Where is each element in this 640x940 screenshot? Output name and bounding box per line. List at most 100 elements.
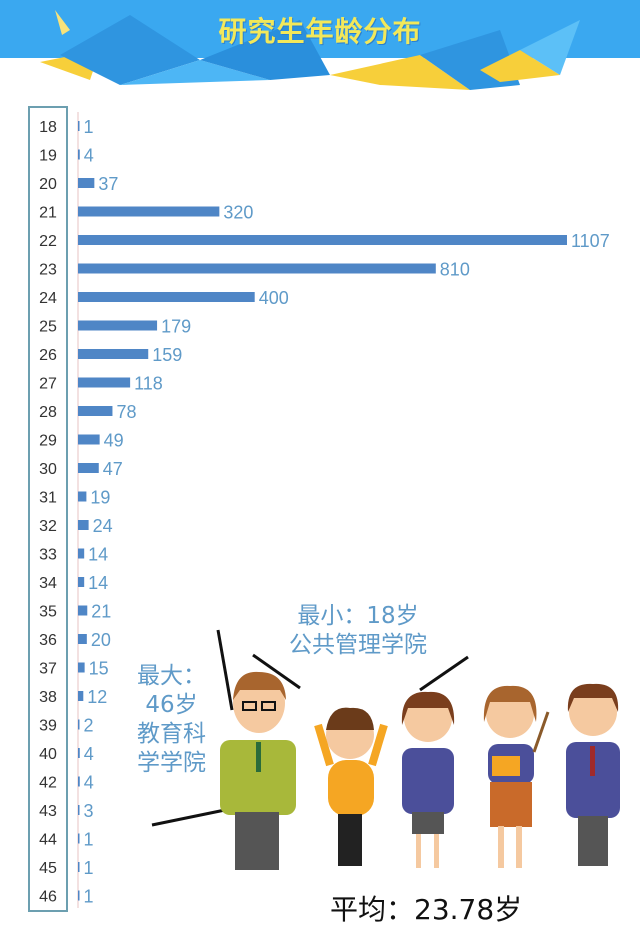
bar-age-46 — [78, 890, 80, 901]
bar-age-26 — [78, 349, 149, 359]
age-tick-label: 42 — [39, 775, 57, 792]
value-label: 21 — [91, 602, 111, 622]
age-tick-label: 27 — [39, 376, 57, 393]
age-tick-label: 23 — [39, 262, 57, 279]
value-label: 179 — [161, 317, 191, 337]
bar-age-23 — [78, 263, 436, 274]
value-label: 4 — [84, 146, 94, 166]
bar-age-30 — [78, 463, 99, 473]
age-tick-label: 35 — [39, 604, 57, 621]
bar-age-24 — [78, 292, 255, 302]
bar-age-25 — [78, 320, 158, 331]
page-title: 研究生年龄分布 — [218, 15, 422, 48]
age-tick-label: 26 — [39, 347, 57, 364]
value-label: 19 — [90, 488, 110, 508]
value-label: 12 — [87, 687, 107, 707]
value-label: 320 — [223, 203, 253, 223]
max-age: 46岁 — [145, 692, 198, 718]
banner-graphic — [0, 0, 640, 90]
age-tick-label: 40 — [39, 746, 57, 763]
bar-age-45 — [78, 862, 80, 872]
age-tick-label: 31 — [39, 490, 57, 507]
average-age: 平均：23.78岁 — [330, 893, 523, 926]
age-tick-label: 22 — [39, 233, 57, 250]
value-label: 400 — [259, 288, 289, 308]
age-tick-label: 38 — [39, 689, 57, 706]
value-label: 2 — [84, 716, 94, 736]
bar-age-33 — [78, 548, 85, 559]
age-tick-label: 29 — [39, 433, 57, 450]
value-label: 37 — [98, 174, 118, 194]
max-college-line2: 学学院 — [137, 750, 206, 776]
age-axis-box — [28, 106, 68, 912]
value-label: 3 — [84, 801, 94, 821]
bar-age-29 — [78, 434, 100, 445]
bar-age-42 — [78, 776, 80, 787]
age-tick-label: 32 — [39, 518, 57, 535]
value-label: 24 — [93, 516, 113, 536]
age-tick-label: 24 — [39, 290, 57, 307]
age-tick-label: 20 — [39, 176, 57, 193]
bar-age-27 — [78, 377, 131, 388]
value-label: 159 — [152, 345, 182, 365]
value-label: 15 — [89, 659, 109, 679]
age-tick-label: 28 — [39, 404, 57, 421]
min-label: 最小：18岁 — [297, 603, 419, 629]
value-label: 4 — [84, 744, 94, 764]
value-label: 20 — [91, 630, 111, 650]
max-age-annotation: 最大： 46岁 教育科 学学院 — [124, 662, 219, 778]
bar-age-35 — [78, 605, 88, 616]
value-label: 47 — [103, 459, 123, 479]
value-label: 1 — [84, 887, 94, 907]
age-tick-label: 33 — [39, 547, 57, 564]
bar-age-28 — [78, 406, 113, 416]
value-label: 1 — [84, 858, 94, 878]
max-college-line1: 教育科 — [137, 721, 206, 747]
age-tick-label: 45 — [39, 860, 57, 877]
bar-age-34 — [78, 577, 85, 587]
min-age-annotation: 最小：18岁 公共管理学院 — [268, 602, 448, 660]
value-label: 49 — [104, 431, 124, 451]
age-tick-label: 30 — [39, 461, 57, 478]
age-tick-label: 37 — [39, 661, 57, 678]
girl-student-figure — [401, 691, 455, 868]
value-label: 14 — [88, 573, 108, 593]
teacher-figure — [220, 671, 296, 870]
value-label: 14 — [88, 545, 108, 565]
value-label: 118 — [134, 374, 163, 394]
value-label: 810 — [440, 260, 470, 280]
bar-age-43 — [78, 805, 80, 815]
age-tick-label: 44 — [39, 832, 57, 849]
age-tick-label: 43 — [39, 803, 57, 820]
bar-age-31 — [78, 491, 87, 502]
value-label: 78 — [116, 402, 136, 422]
bar-age-39 — [78, 719, 80, 730]
bar-age-32 — [78, 520, 89, 530]
value-label: 4 — [84, 773, 94, 793]
value-label: 1 — [84, 117, 94, 137]
bar-age-37 — [78, 662, 85, 673]
bar-age-20 — [78, 178, 95, 188]
bar-age-44 — [78, 833, 80, 844]
age-tick-label: 19 — [39, 148, 57, 165]
age-tick-label: 18 — [39, 119, 57, 136]
value-label: 1 — [84, 830, 94, 850]
value-label: 1107 — [571, 231, 610, 251]
max-label: 最大： — [137, 663, 206, 689]
bar-age-18 — [78, 121, 80, 131]
age-tick-label: 25 — [39, 319, 57, 336]
min-college: 公共管理学院 — [289, 632, 427, 658]
bar-age-19 — [78, 149, 80, 160]
age-tick-label: 39 — [39, 718, 57, 735]
bar-age-38 — [78, 691, 84, 701]
bar-age-22 — [78, 235, 567, 245]
age-tick-label: 34 — [39, 575, 57, 592]
bar-age-21 — [78, 206, 220, 217]
age-tick-label: 46 — [39, 889, 57, 906]
bar-age-40 — [78, 748, 80, 758]
boy-student-figure — [566, 683, 620, 866]
bar-age-36 — [78, 634, 87, 644]
